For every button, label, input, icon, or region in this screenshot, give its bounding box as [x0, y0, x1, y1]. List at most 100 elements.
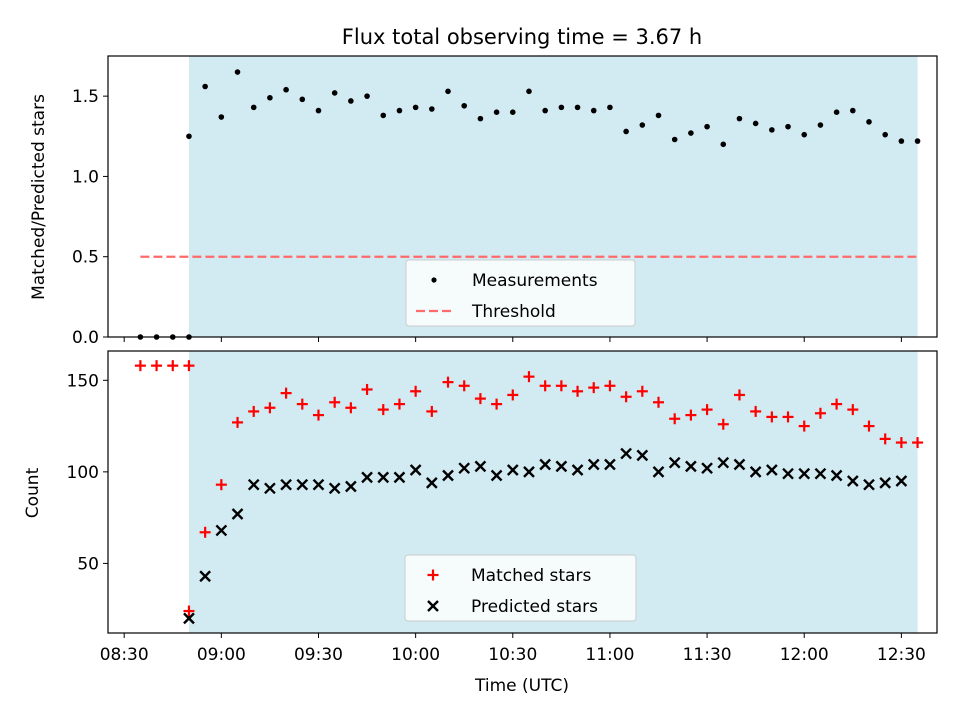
- measurement-point: [574, 104, 581, 111]
- measurement-point: [623, 128, 629, 135]
- legend-label: Predicted stars: [471, 597, 598, 617]
- matched-point: [555, 380, 567, 392]
- predicted-point-b: [345, 480, 357, 493]
- predicted-point: [458, 462, 471, 475]
- matched-point: [458, 380, 470, 392]
- matched-point: [701, 404, 713, 416]
- matched-point: [766, 411, 778, 423]
- top-y-axis-label: Matched/Predicted stars: [29, 94, 49, 300]
- x-tick-label: 10:00: [391, 645, 440, 665]
- measurement-point: [396, 107, 403, 114]
- predicted-point-b: [442, 469, 454, 482]
- matched-point: [685, 409, 697, 421]
- measurement-point: [752, 120, 759, 127]
- predicted-point: [264, 482, 276, 495]
- predicted-point-b: [474, 460, 487, 473]
- predicted-point-b: [377, 471, 390, 484]
- measurement-point: [704, 123, 710, 130]
- matched-point: [523, 371, 535, 383]
- measurement-point: [817, 122, 824, 128]
- predicted-point: [199, 570, 211, 583]
- predicted-point-b: [215, 524, 228, 537]
- matched-point: [879, 433, 891, 445]
- series-measurements: [137, 69, 921, 340]
- x-tick-label: 11:00: [585, 645, 634, 665]
- predicted-point: [296, 478, 309, 491]
- matched-point: [410, 385, 422, 397]
- x-tick-label: 12:00: [780, 645, 829, 665]
- legend-marker-predicted-b: [427, 600, 439, 612]
- matched-point: [669, 413, 681, 425]
- measurement-point: [671, 136, 678, 143]
- matched-point: [798, 420, 810, 432]
- matched-point: [750, 405, 762, 417]
- y-tick-label: 100: [67, 463, 99, 483]
- matched-point: [620, 391, 632, 403]
- bottom-panel: 50 100 150 08:30 09:00 09:30 10:00 10:30 11:00 11…: [67, 350, 938, 665]
- measurement-point: [607, 104, 613, 111]
- predicted-point: [733, 458, 746, 471]
- predicted-point: [393, 471, 406, 484]
- x-tick-label: 10:30: [488, 645, 537, 665]
- predicted-point-b: [814, 467, 827, 480]
- predicted-point: [280, 478, 292, 491]
- legend-marker-measurements: [431, 277, 437, 283]
- predicted-point-b: [636, 449, 649, 462]
- matched-point: [215, 479, 227, 491]
- measurement-point: [445, 88, 451, 95]
- measurement-point: [558, 104, 565, 111]
- bottom-y-axis-label: Count: [23, 467, 43, 518]
- matched-point: [232, 416, 244, 428]
- matched-point: [183, 360, 195, 372]
- predicted-point-b: [701, 462, 713, 475]
- predicted-point-b: [863, 478, 875, 491]
- y-tick-label: 0.0: [72, 328, 99, 348]
- predicted-point: [474, 460, 487, 473]
- plot-frame: [107, 350, 938, 634]
- measurement-point: [348, 98, 354, 104]
- top-panel: 0.0 0.5 1.0 1.5 Measurements Threshold: [72, 55, 938, 348]
- predicted-point-b: [199, 570, 211, 583]
- matched-point: [717, 418, 729, 430]
- predicted-point-b: [717, 456, 730, 469]
- predicted-point-b: [571, 464, 584, 476]
- predicted-point: [571, 464, 584, 476]
- predicted-point-b: [539, 458, 552, 471]
- predicted-point: [442, 469, 454, 482]
- series-matched-stars: [134, 360, 924, 617]
- legend-label: Measurements: [472, 271, 598, 291]
- predicted-point-b: [895, 475, 908, 487]
- matched-point: [442, 376, 454, 388]
- predicted-point: [490, 469, 503, 482]
- chart-title: Flux total observing time = 3.67 h: [342, 25, 702, 49]
- predicted-point-b: [328, 482, 341, 495]
- predicted-point: [506, 464, 519, 476]
- matched-point: [831, 398, 843, 410]
- predicted-point: [247, 478, 260, 491]
- measurement-point: [914, 138, 921, 144]
- matched-point: [814, 407, 826, 419]
- predicted-point-b: [846, 475, 859, 487]
- measurement-point: [477, 115, 484, 122]
- predicted-point-b: [247, 478, 260, 491]
- predicted-point: [765, 464, 778, 476]
- predicted-point: [846, 475, 859, 487]
- matched-point: [361, 383, 373, 395]
- predicted-point-b: [231, 508, 244, 520]
- predicted-point: [879, 476, 892, 489]
- matched-point: [572, 385, 584, 397]
- matched-point: [912, 437, 924, 449]
- measurement-point: [186, 133, 192, 140]
- predicted-point: [231, 508, 244, 520]
- matched-point: [895, 437, 907, 449]
- measurement-point: [299, 96, 306, 103]
- predicted-point-b: [264, 482, 276, 495]
- measurement-point: [801, 131, 808, 138]
- measurement-point: [882, 131, 888, 138]
- predicted-point: [215, 524, 228, 537]
- y-tick-label: 50: [77, 554, 99, 574]
- predicted-point-b: [765, 464, 778, 476]
- predicted-point: [587, 458, 600, 471]
- predicted-point: [830, 469, 843, 482]
- series-predicted-stars: [183, 447, 908, 625]
